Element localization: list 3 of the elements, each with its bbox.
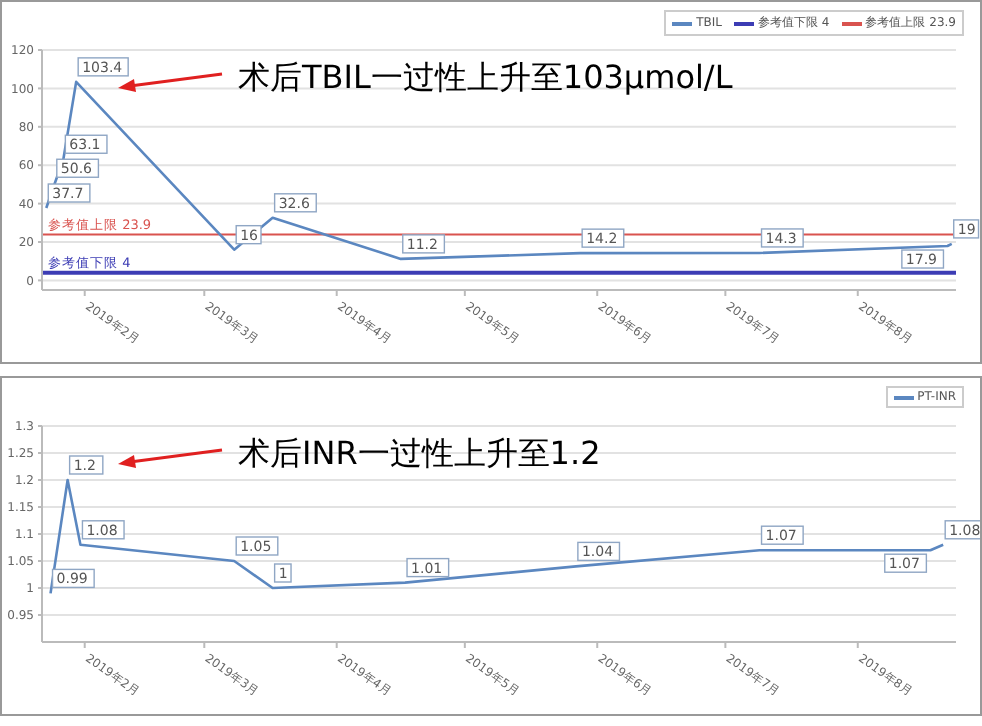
annotation: 术后TBIL一过性上升至103μmol/L [238, 58, 733, 100]
line-series [49, 478, 945, 595]
annotation: 术后INR一过性上升至1.2 [238, 434, 601, 476]
